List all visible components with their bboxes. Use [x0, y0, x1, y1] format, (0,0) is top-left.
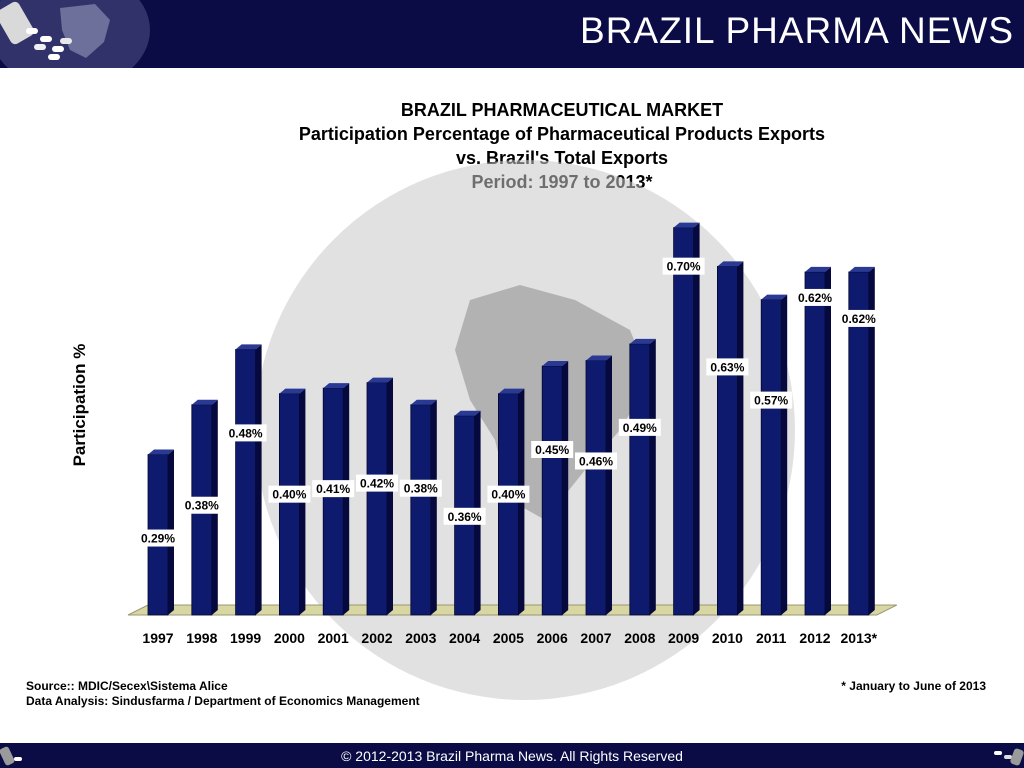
svg-text:0.40%: 0.40%	[491, 488, 525, 502]
svg-text:0.40%: 0.40%	[272, 488, 306, 502]
svg-text:0.38%: 0.38%	[185, 499, 219, 513]
x-tick-1997: 1997	[142, 630, 173, 646]
data-label-1999: 0.48%	[224, 424, 267, 442]
svg-text:0.62%: 0.62%	[798, 291, 832, 305]
svg-text:0.49%: 0.49%	[623, 421, 657, 435]
source-notes: Source:: MDIC/Secex\Sistema Alice Data A…	[26, 679, 420, 709]
bar-2009	[673, 222, 700, 616]
data-label-2005: 0.40%	[487, 485, 530, 503]
svg-text:0.70%: 0.70%	[667, 260, 701, 274]
data-label-2001: 0.41%	[312, 480, 355, 498]
copyright-text: © 2012-2013 Brazil Pharma News. All Righ…	[341, 748, 683, 764]
bar-2000	[278, 388, 306, 616]
chart-title: BRAZIL PHARMACEUTICAL MARKET	[400, 100, 724, 120]
x-tick-2009: 2009	[668, 630, 699, 646]
x-tick-2007: 2007	[580, 630, 611, 646]
data-label-2003: 0.38%	[399, 479, 442, 497]
bar-2011	[760, 294, 788, 616]
x-tick-1998: 1998	[186, 630, 217, 646]
svg-text:0.36%: 0.36%	[448, 510, 482, 524]
data-label-2009: 0.70%	[662, 257, 705, 275]
pills-right-icon	[994, 748, 1024, 766]
data-label-2013*: 0.62%	[837, 309, 880, 327]
x-tick-2013*: 2013*	[841, 630, 878, 646]
bar-2001	[322, 383, 350, 616]
svg-text:0.41%: 0.41%	[316, 482, 350, 496]
pills-and-map-icon	[0, 0, 150, 68]
svg-text:0.63%: 0.63%	[710, 360, 744, 374]
svg-text:0.62%: 0.62%	[842, 312, 876, 326]
bar-1999	[235, 344, 262, 616]
x-tick-2005: 2005	[493, 630, 524, 646]
data-label-2004: 0.36%	[443, 507, 486, 525]
bar-2005	[497, 388, 525, 616]
data-label-1998: 0.38%	[180, 496, 223, 514]
bar-chart: 0.29% 0.38% 0.48% 0.40% 0.41% 0.42% 0.38% 0.36%…	[127, 160, 898, 700]
data-label-2002: 0.42%	[356, 474, 398, 492]
bar-2013*	[848, 266, 875, 616]
x-tick-2006: 2006	[537, 630, 568, 646]
bar-2012	[804, 266, 831, 616]
pills-left-icon	[0, 746, 22, 766]
x-tick-2002: 2002	[361, 630, 392, 646]
source-text: Source:: MDIC/Secex\Sistema Alice	[26, 679, 228, 693]
brand-title: BRAZIL PHARMA NEWS	[580, 10, 1014, 51]
bar-2008	[629, 338, 656, 616]
svg-text:0.42%: 0.42%	[360, 477, 394, 491]
x-tick-2010: 2010	[712, 630, 743, 646]
x-tick-2012: 2012	[799, 630, 830, 646]
svg-text:0.48%: 0.48%	[229, 426, 263, 440]
data-label-2011: 0.57%	[750, 391, 793, 409]
bar-2003	[410, 399, 437, 616]
data-label-2010: 0.63%	[706, 358, 749, 376]
header-banner: BRAZIL PHARMA NEWS	[0, 0, 1024, 68]
data-label-2008: 0.49%	[618, 418, 661, 436]
x-tick-2008: 2008	[624, 630, 655, 646]
bar-2007	[585, 355, 612, 616]
bar-2002	[366, 377, 393, 616]
svg-text:0.57%: 0.57%	[754, 394, 788, 408]
data-label-2012: 0.62%	[794, 288, 836, 306]
svg-text:0.38%: 0.38%	[404, 482, 438, 496]
bar-2010	[717, 261, 744, 616]
footer-bar: © 2012-2013 Brazil Pharma News. All Righ…	[0, 743, 1024, 768]
svg-text:0.45%: 0.45%	[535, 443, 569, 457]
x-tick-2004: 2004	[449, 630, 480, 646]
data-label-2007: 0.46%	[575, 452, 617, 470]
x-tick-2003: 2003	[405, 630, 436, 646]
x-tick-2011: 2011	[756, 630, 787, 646]
footnote: * January to June of 2013	[841, 679, 986, 693]
x-tick-2000: 2000	[274, 630, 305, 646]
y-axis-label: Participation %	[70, 343, 89, 467]
svg-text:0.46%: 0.46%	[579, 454, 613, 468]
data-label-2000: 0.40%	[268, 485, 311, 503]
analysis-text: Data Analysis: Sindusfarma / Department …	[26, 694, 420, 708]
data-label-2006: 0.45%	[531, 441, 574, 458]
svg-text:0.29%: 0.29%	[141, 532, 175, 546]
x-tick-2001: 2001	[318, 630, 349, 646]
x-tick-1999: 1999	[230, 630, 261, 646]
chart-subtitle-1: Participation Percentage of Pharmaceutic…	[298, 124, 826, 144]
data-label-1997: 0.29%	[137, 529, 179, 547]
bar-2006	[541, 361, 569, 616]
